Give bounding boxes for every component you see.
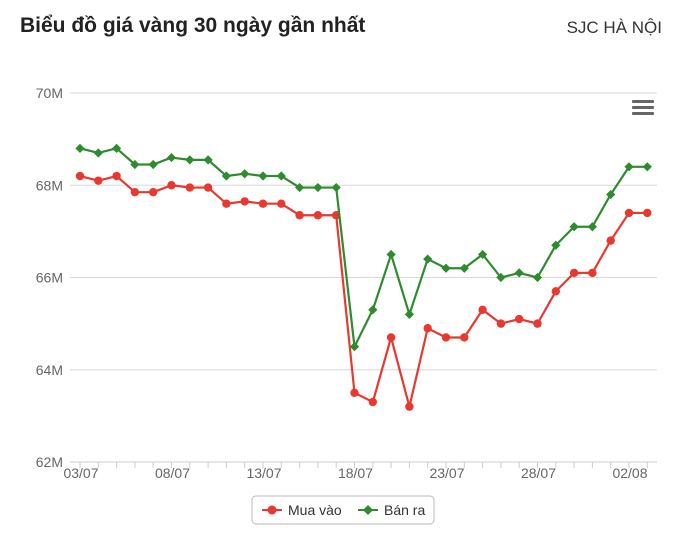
legend-marker-buy [267, 505, 277, 515]
legend-label-sell: Bán ra [384, 502, 425, 518]
data-point-buy[interactable] [496, 319, 506, 328]
data-point-sell[interactable] [478, 249, 488, 260]
x-tick-label: 03/07 [63, 465, 98, 481]
data-point-sell[interactable] [93, 148, 103, 158]
data-point-sell[interactable] [221, 171, 231, 181]
hamburger-menu-icon[interactable] [632, 100, 654, 115]
x-axis: 03/07 08/07 13/07 18/07 23/07 28/07 02/08 [63, 462, 648, 481]
data-point-buy[interactable] [203, 183, 213, 192]
series-group [75, 143, 652, 411]
data-point-sell[interactable] [295, 182, 305, 193]
data-point-buy[interactable] [515, 314, 524, 324]
data-point-buy[interactable] [258, 199, 268, 208]
data-point-buy[interactable] [643, 208, 652, 218]
data-point-buy[interactable] [405, 402, 414, 411]
data-point-buy[interactable] [588, 268, 597, 278]
data-point-sell[interactable] [404, 309, 414, 319]
data-point-buy[interactable] [277, 199, 286, 208]
data-point-sell[interactable] [240, 169, 250, 179]
data-point-buy[interactable] [94, 176, 103, 185]
data-point-buy[interactable] [130, 187, 140, 197]
data-point-buy[interactable] [295, 211, 304, 220]
data-point-buy[interactable] [240, 197, 249, 206]
x-tick-label: 28/07 [521, 465, 556, 481]
y-tick-label: 64M [36, 362, 63, 378]
chart-legend: Mua vào Bán ra [251, 495, 435, 525]
data-point-buy[interactable] [606, 236, 615, 245]
data-point-sell[interactable] [258, 171, 268, 181]
data-point-sell[interactable] [587, 222, 597, 232]
data-point-sell[interactable] [313, 182, 323, 193]
data-point-sell[interactable] [606, 189, 616, 200]
data-point-buy[interactable] [368, 397, 377, 407]
x-tick-label: 18/07 [338, 465, 373, 481]
data-point-buy[interactable] [350, 388, 359, 398]
legend-item-buy[interactable]: Mua vào [262, 502, 342, 518]
data-point-sell[interactable] [75, 143, 85, 153]
data-point-buy[interactable] [167, 181, 176, 190]
data-point-sell[interactable] [624, 162, 634, 172]
y-tick-label: 62M [36, 454, 63, 470]
data-point-buy[interactable] [112, 171, 121, 181]
data-point-buy[interactable] [222, 199, 231, 208]
data-point-sell[interactable] [423, 254, 433, 264]
data-point-sell[interactable] [496, 272, 506, 283]
data-point-buy[interactable] [185, 183, 194, 192]
data-point-sell[interactable] [532, 272, 543, 283]
series-line-buy [79, 174, 648, 408]
data-point-sell[interactable] [130, 159, 140, 170]
data-point-buy[interactable] [423, 324, 432, 333]
data-point-buy[interactable] [624, 208, 634, 218]
data-point-buy[interactable] [441, 333, 451, 342]
y-axis: 62M 64M 66M 68M 70M [36, 85, 63, 470]
chart-title: Biểu đồ giá vàng 30 ngày gần nhất [20, 14, 366, 37]
legend-item-sell[interactable]: Bán ra [358, 502, 425, 518]
data-point-sell[interactable] [148, 159, 158, 170]
x-tick-label: 02/08 [612, 465, 647, 481]
data-point-sell[interactable] [203, 155, 213, 165]
data-point-sell[interactable] [386, 249, 396, 260]
x-tick-label: 13/07 [246, 465, 281, 481]
data-point-buy[interactable] [533, 319, 542, 328]
data-point-buy[interactable] [386, 333, 396, 342]
data-point-sell[interactable] [276, 171, 286, 181]
legend-box [251, 495, 435, 525]
location-label: SJC HÀ NỘI [566, 18, 662, 37]
data-point-sell[interactable] [185, 155, 195, 165]
data-point-buy[interactable] [460, 333, 469, 342]
y-tick-label: 68M [36, 177, 63, 193]
data-point-sell[interactable] [331, 182, 341, 193]
data-point-buy[interactable] [551, 287, 560, 296]
data-point-buy[interactable] [569, 268, 579, 278]
data-point-sell[interactable] [569, 222, 579, 232]
x-tick-label: 08/07 [155, 465, 190, 481]
data-point-buy[interactable] [478, 305, 487, 314]
data-point-sell[interactable] [459, 263, 469, 273]
data-point-sell[interactable] [368, 305, 378, 315]
data-point-sell[interactable] [642, 162, 652, 172]
legend-marker-sell [363, 505, 373, 515]
y-tick-label: 66M [36, 270, 63, 286]
data-point-buy[interactable] [75, 171, 85, 181]
data-point-sell[interactable] [166, 152, 177, 163]
data-point-sell[interactable] [514, 268, 524, 278]
data-point-buy[interactable] [313, 211, 323, 220]
data-point-buy[interactable] [149, 187, 158, 197]
data-point-sell[interactable] [441, 263, 451, 273]
data-point-sell[interactable] [551, 240, 561, 250]
y-tick-label: 70M [36, 85, 63, 101]
legend-label-buy: Mua vào [288, 502, 342, 518]
data-point-sell[interactable] [112, 143, 122, 153]
x-tick-label: 23/07 [429, 465, 464, 481]
series-line-sell [79, 147, 648, 348]
data-point-sell[interactable] [349, 342, 360, 352]
